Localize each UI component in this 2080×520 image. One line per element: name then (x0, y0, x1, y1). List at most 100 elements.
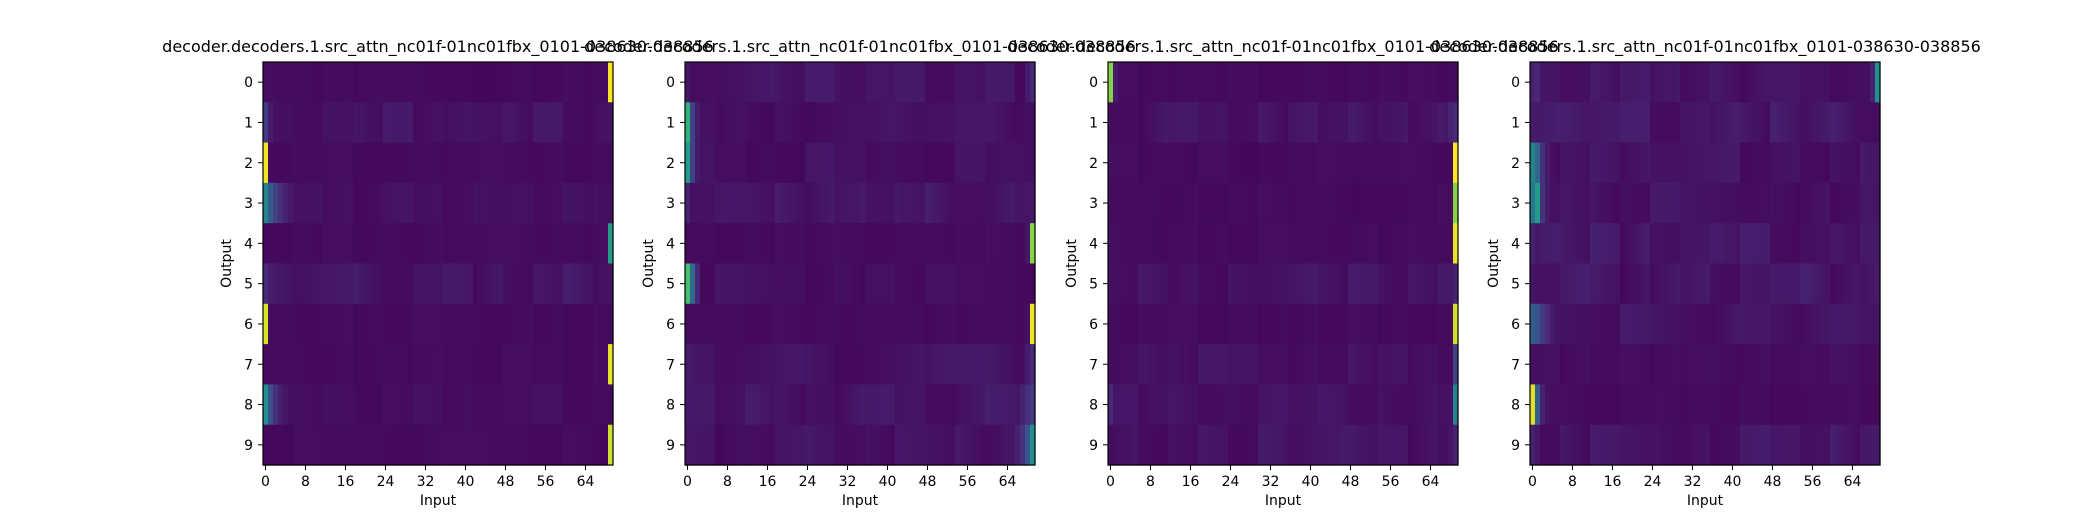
heatmap-cell (685, 223, 691, 265)
heatmap-cell (1695, 182, 1701, 224)
heatmap-cell (1248, 303, 1254, 345)
heatmap-cell (403, 263, 409, 305)
heatmap-cell (1835, 223, 1841, 265)
heatmap-cell (1408, 344, 1414, 385)
heatmap-cell (1233, 62, 1239, 103)
heatmap-cell (573, 223, 579, 265)
heatmap-cell (700, 263, 706, 305)
heatmap-cell (1453, 424, 1459, 466)
heatmap-cell (1810, 62, 1816, 103)
heatmap-cell (915, 424, 921, 466)
y-axis-label: Output (219, 239, 235, 288)
heatmap-cell (268, 384, 274, 426)
heatmap-cell (1158, 424, 1164, 466)
heatmap-cell (1233, 142, 1239, 184)
heatmap-cell (278, 102, 284, 144)
heatmap-cell (418, 263, 424, 305)
heatmap-cell (695, 142, 701, 184)
heatmap-cell (1173, 62, 1179, 103)
heatmap-cell (735, 384, 741, 426)
heatmap-cell (1213, 62, 1219, 103)
heatmap-cell (1810, 424, 1816, 466)
heatmap-cell (1198, 102, 1204, 144)
heatmap-cell (333, 303, 339, 345)
heatmap-cell (1438, 384, 1444, 426)
heatmap-cell (1845, 384, 1851, 426)
y-tick-label: 3 (666, 196, 675, 212)
heatmap-cell (1695, 424, 1701, 466)
heatmap-cell (970, 102, 976, 144)
heatmap-cell (1530, 344, 1536, 385)
heatmap-cell (815, 384, 821, 426)
heatmap-cell (1670, 182, 1676, 224)
heatmap-cell (1795, 303, 1801, 345)
heatmap-cell (1765, 384, 1771, 426)
heatmap-cell (1123, 62, 1129, 103)
heatmap-cell (308, 384, 314, 426)
heatmap-cell (1398, 263, 1404, 305)
heatmap-cell (1443, 102, 1449, 144)
heatmap-cell (1590, 142, 1596, 184)
heatmap-cell (443, 344, 449, 385)
heatmap-cell (980, 102, 986, 144)
heatmap-cell (518, 142, 524, 184)
heatmap-cell (715, 102, 721, 144)
heatmap-cell (920, 62, 926, 103)
heatmap-cell (750, 102, 756, 144)
heatmap-cell (1248, 223, 1254, 265)
heatmap-cell (1328, 223, 1334, 265)
heatmap-cell (463, 303, 469, 345)
heatmap-cell (1148, 142, 1154, 184)
heatmap-cell (363, 384, 369, 426)
heatmap-cell (303, 102, 309, 144)
heatmap-cell (1625, 142, 1631, 184)
heatmap-cell (1268, 182, 1274, 224)
heatmap-cell (1113, 142, 1119, 184)
heatmap-cell (935, 182, 941, 224)
x-tick-label: 56 (1804, 474, 1822, 490)
heatmap-cell (598, 303, 604, 345)
heatmap-cell (443, 263, 449, 305)
heatmap-cell (348, 384, 354, 426)
heatmap-cell (378, 344, 384, 385)
heatmap-cell (408, 142, 414, 184)
heatmap-cell (583, 384, 589, 426)
heatmap-cell (428, 223, 434, 265)
heatmap-cell (503, 384, 509, 426)
heatmap-cell (1630, 424, 1636, 466)
heatmap-cell (1675, 223, 1681, 265)
heatmap-cell (945, 223, 951, 265)
heatmap-cell (925, 62, 931, 103)
heatmap-cell (1750, 303, 1756, 345)
heatmap-cell (720, 424, 726, 466)
heatmap-cell (1025, 142, 1031, 184)
heatmap-cell (1800, 142, 1806, 184)
heatmap-cell (1353, 102, 1359, 144)
heatmap-cell (1795, 182, 1801, 224)
heatmap-cell (368, 142, 374, 184)
heatmap-cell (1820, 303, 1826, 345)
heatmap-cell (1288, 384, 1294, 426)
heatmap-cell (990, 182, 996, 224)
heatmap-cell (1760, 142, 1766, 184)
heatmap-cell (578, 182, 584, 224)
heatmap-cell (1418, 182, 1424, 224)
heatmap-cell (1855, 384, 1861, 426)
heatmap-cell (468, 142, 474, 184)
heatmap-cell (1875, 223, 1881, 265)
heatmap-cell (765, 142, 771, 184)
heatmap-cell (553, 62, 559, 103)
heatmap-cell (1805, 182, 1811, 224)
heatmap-cell (1178, 62, 1184, 103)
heatmap-cell (715, 303, 721, 345)
heatmap-cell (1233, 102, 1239, 144)
heatmap-cell (895, 223, 901, 265)
heatmap-cell (835, 142, 841, 184)
heatmap-cell (710, 424, 716, 466)
heatmap-cell (303, 142, 309, 184)
heatmap-cell (1238, 263, 1244, 305)
heatmap-cell (1805, 424, 1811, 466)
heatmap-cell (1560, 384, 1566, 426)
heatmap-cell (1780, 142, 1786, 184)
heatmap-cell (1875, 303, 1881, 345)
